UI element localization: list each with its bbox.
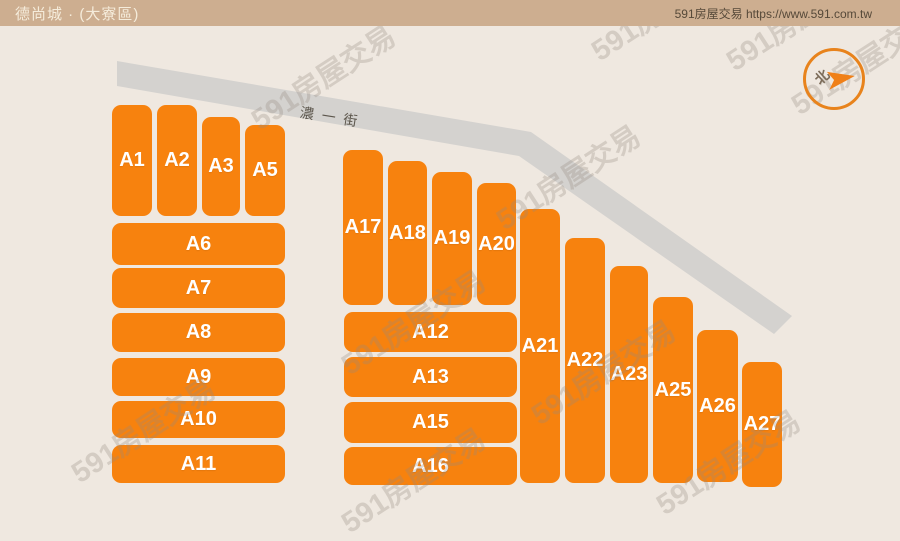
lot-block-A18[interactable]: A18 [388,161,427,305]
lot-label: A10 [180,408,217,430]
lot-block-A25[interactable]: A25 [653,297,693,483]
brand-url-text: 591房屋交易 https://www.591.com.tw [674,6,872,21]
lot-block-A17[interactable]: A17 [343,150,383,305]
lot-label: A25 [654,378,692,401]
lot-label: A20 [478,232,515,255]
north-arrow-icon [827,71,855,90]
lot-label: A26 [699,394,736,417]
lot-block-A5[interactable]: A5 [245,125,285,216]
lot-block-A3[interactable]: A3 [202,117,240,216]
lot-block-A2[interactable]: A2 [157,105,197,216]
lot-label: A6 [185,232,212,255]
lot-block-A12[interactable]: A12 [344,312,517,352]
lot-block-A23[interactable]: A23 [610,266,648,483]
lot-block-A20[interactable]: A20 [477,183,516,305]
lot-block-A8[interactable]: A8 [112,313,285,352]
lot-block-A9[interactable]: A9 [112,358,285,396]
lot-label: A7 [185,276,212,299]
lot-block-A11[interactable]: A11 [112,445,285,483]
compass: 北 [803,48,865,110]
lot-block-A21[interactable]: A21 [520,209,560,483]
lot-label: A12 [412,320,449,343]
lot-block-A10[interactable]: A10 [112,401,285,438]
road [117,61,792,334]
lot-label: A22 [566,349,604,371]
lot-block-A26[interactable]: A26 [697,330,738,482]
lot-label: A17 [344,216,382,238]
lot-label: A9 [185,365,212,388]
lot-label: A11 [180,452,217,475]
lot-label: A21 [521,334,559,357]
lot-label: A15 [412,411,449,433]
page-title: 德尚城 · (大寮區) [15,5,140,23]
lot-block-A1[interactable]: A1 [112,105,152,216]
lot-block-A13[interactable]: A13 [344,357,517,397]
lot-label: A27 [743,413,781,435]
lot-label: A16 [412,454,449,477]
lot-label: A13 [412,365,449,388]
lot-label: A2 [164,149,190,171]
lot-block-A7[interactable]: A7 [112,268,285,308]
lot-label: A1 [119,149,145,171]
lot-label: A8 [185,321,212,343]
lot-label: A5 [252,159,278,181]
lot-block-A15[interactable]: A15 [344,402,517,443]
lot-block-A19[interactable]: A19 [432,172,472,305]
lot-label: A19 [433,227,471,249]
lot-block-A16[interactable]: A16 [344,447,517,485]
lot-block-A6[interactable]: A6 [112,223,285,265]
lot-label: A18 [389,221,426,244]
header-bar: 德尚城 · (大寮區) 591房屋交易 https://www.591.com.… [0,0,900,26]
lot-label: A3 [208,155,234,177]
lot-label: A23 [610,363,648,385]
lot-block-A27[interactable]: A27 [742,362,782,487]
lot-block-A22[interactable]: A22 [565,238,605,483]
